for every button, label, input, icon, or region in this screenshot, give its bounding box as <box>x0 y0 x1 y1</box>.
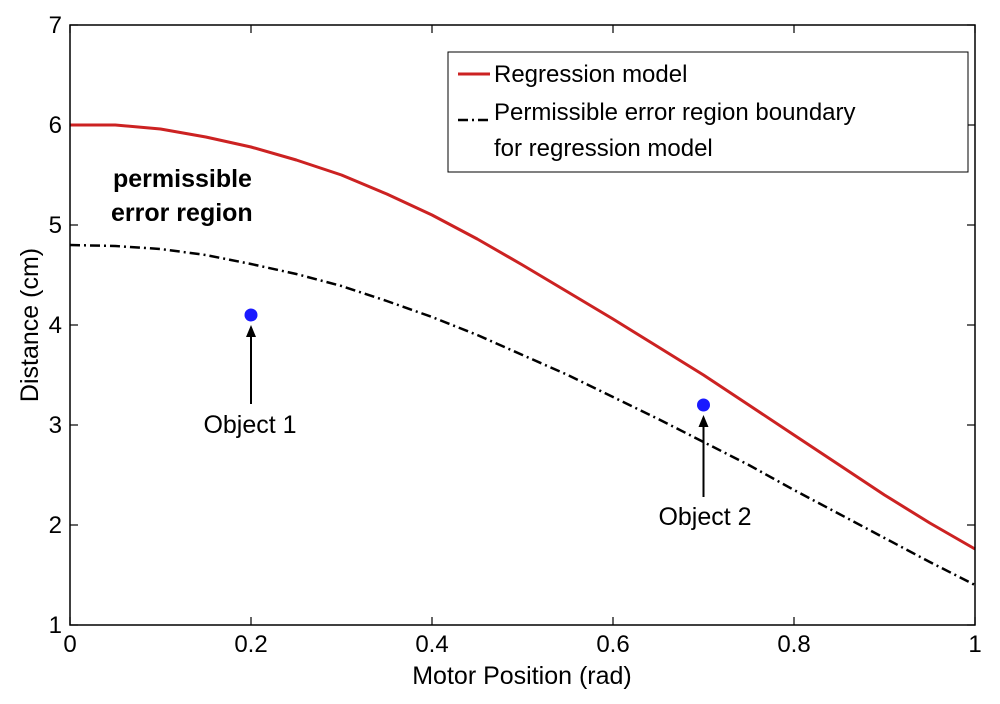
y-tick-label: 3 <box>49 412 62 439</box>
y-tick-label: 6 <box>49 112 62 139</box>
series-line-boundary <box>69 243 976 587</box>
plot-frame <box>69 24 976 626</box>
x-tick-label: 1 <box>968 631 981 658</box>
region-label-line-2: error region <box>111 199 253 227</box>
y-tick-label: 5 <box>49 212 62 239</box>
legend: Regression model Permissible error regio… <box>447 51 969 173</box>
points-layer <box>244 308 710 497</box>
legend-box <box>447 51 969 173</box>
series-layer <box>69 123 976 587</box>
x-tick-label: 0 <box>63 631 76 658</box>
x-tick-label: 0.4 <box>415 631 448 658</box>
series-line-regression <box>70 123 976 551</box>
object-1-arrow-head <box>246 325 256 337</box>
legend-label-boundary-line-1: Permissible error region boundary <box>494 99 856 126</box>
y-axis-label: Distance (cm) <box>16 248 44 402</box>
object-1-label: Object 1 <box>203 411 296 439</box>
data-point-object-2 <box>697 398 710 412</box>
x-tick-label: 0.6 <box>596 631 629 658</box>
data-point-object-1 <box>244 308 258 322</box>
region-label-line-1: permissible <box>113 165 252 193</box>
x-axis-label: Motor Position (rad) <box>412 662 632 690</box>
legend-label-regression: Regression model <box>494 61 687 88</box>
y-tick-label: 7 <box>49 12 62 39</box>
axis-tick-labels: 0 0.2 0.4 0.6 0.8 1 1 2 3 4 5 6 7 <box>49 12 982 658</box>
x-tick-label: 0.2 <box>234 631 267 658</box>
object-2-label: Object 2 <box>658 503 751 531</box>
y-tick-label: 1 <box>49 612 62 639</box>
object-2-arrow-head <box>698 415 709 427</box>
x-tick-label: 0.8 <box>777 631 810 658</box>
y-tick-label: 2 <box>49 512 62 539</box>
legend-label-boundary-line-2: for regression model <box>494 135 713 162</box>
annotation-layer: permissible error region Object 1 Object… <box>111 165 752 531</box>
y-tick-label: 4 <box>49 312 62 339</box>
